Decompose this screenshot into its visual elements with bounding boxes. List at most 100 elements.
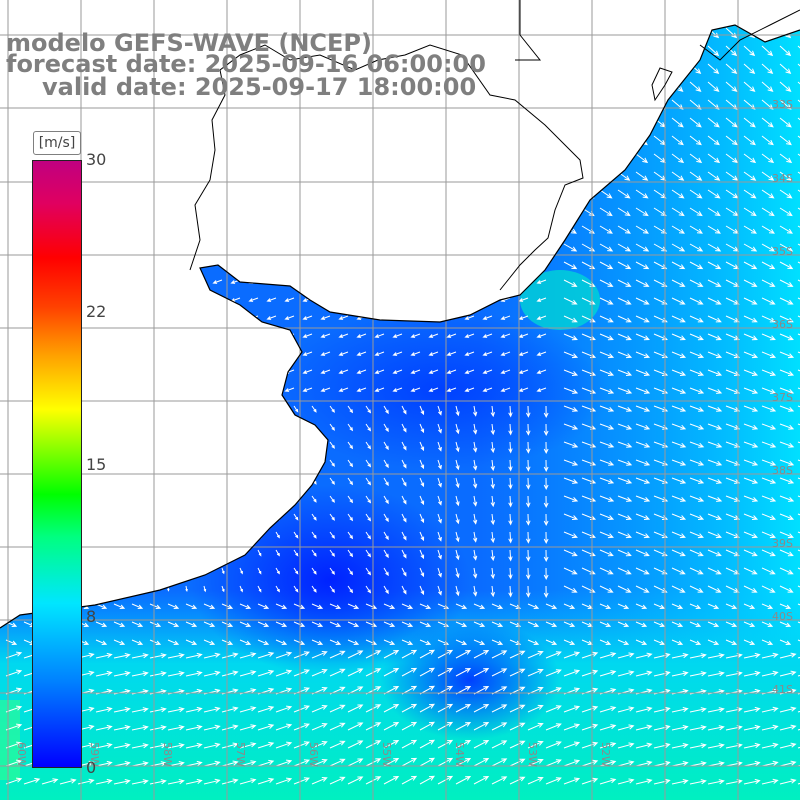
wind-arrow: [293, 567, 299, 575]
wind-arrow: [707, 45, 720, 57]
wind-arrow: [743, 333, 758, 341]
wind-arrow: [365, 423, 372, 432]
wind-arrow: [671, 297, 686, 305]
wind-arrow: [725, 369, 741, 376]
wind-arrow: [536, 315, 547, 320]
wind-arrow: [599, 423, 615, 430]
wind-arrow: [464, 333, 475, 338]
wind-arrow: [563, 261, 578, 270]
wind-arrow: [365, 531, 372, 540]
wind-arrow: [689, 743, 707, 749]
wind-arrow: [653, 621, 666, 627]
wind-arrow: [383, 513, 389, 523]
wind-arrow: [761, 603, 774, 609]
wind-arrow: [707, 549, 722, 557]
wind-arrow: [599, 369, 615, 376]
wind-arrow: [707, 225, 721, 234]
wind-arrow: [779, 567, 794, 575]
wind-arrow: [500, 315, 511, 320]
wind-arrow: [293, 723, 310, 731]
wind-arrow: [347, 441, 354, 450]
wind-arrow: [203, 742, 221, 749]
wind-arrow: [545, 639, 558, 645]
wind-arrow: [761, 333, 776, 341]
wind-arrow: [527, 603, 540, 609]
wind-arrow: [446, 369, 457, 374]
wind-arrow: [707, 743, 725, 749]
wind-arrow: [356, 369, 367, 374]
wind-arrow: [563, 297, 578, 305]
wind-arrow: [635, 513, 651, 520]
wind-arrow: [311, 777, 328, 785]
wind-arrow: [707, 459, 723, 466]
wind-arrow: [311, 651, 328, 659]
grid-labels: 33S 34S 35S 36S 37S 38S 39S 40S 41S 60W 59W 58W 57W 5…: [15, 98, 793, 767]
wind-arrow: [635, 706, 653, 713]
wind-arrow: [329, 441, 335, 449]
wind-arrow: [725, 585, 740, 593]
wind-arrow: [293, 531, 299, 539]
wind-arrow: [490, 549, 495, 562]
wind-arrow: [635, 477, 651, 484]
wind-arrow: [257, 723, 275, 731]
wind-arrow: [617, 567, 632, 575]
wind-arrow: [490, 495, 495, 508]
wind-arrow: [653, 706, 671, 713]
wind-arrow: [527, 639, 540, 645]
wind-arrow: [525, 531, 531, 544]
wind-arrow: [293, 777, 310, 785]
wind-arrow: [707, 135, 720, 146]
wind-arrow: [761, 315, 776, 323]
wind-arrow: [725, 603, 738, 609]
wind-arrow: [653, 207, 667, 217]
wind-arrow: [635, 724, 653, 731]
wind-arrow: [635, 778, 653, 785]
wind-arrow: [329, 639, 342, 645]
wind-arrow: [455, 567, 460, 579]
wind-arrow: [743, 567, 758, 575]
wind-arrow: [761, 279, 776, 287]
wind-arrow: [311, 621, 324, 627]
wind-arrow: [149, 603, 162, 609]
wind-arrow: [284, 297, 295, 302]
wind-arrow: [491, 704, 508, 713]
wind-arrow: [617, 279, 632, 287]
wind-arrow: [545, 723, 562, 731]
wind-arrow: [635, 652, 653, 659]
wind-arrow: [761, 261, 776, 270]
wind-arrow: [779, 670, 797, 677]
wind-arrow: [275, 639, 288, 645]
wind-arrow: [525, 495, 531, 508]
wind-arrow: [635, 333, 650, 341]
wind-arrow: [743, 369, 759, 376]
wind-arrow: [671, 761, 689, 767]
wind-arrow: [671, 513, 687, 520]
wind-arrow: [671, 135, 684, 146]
wind-arrow: [167, 725, 185, 731]
wind-arrow: [635, 279, 650, 287]
wind-arrow: [761, 706, 779, 713]
wind-arrow: [707, 725, 725, 731]
wind-arrow: [401, 567, 407, 577]
wind-arrow: [347, 423, 354, 432]
wind-arrow: [257, 585, 262, 593]
wind-arrow: [293, 513, 299, 521]
wind-arrow: [437, 495, 442, 506]
wind-arrow: [365, 513, 372, 522]
wind-arrow: [509, 776, 526, 785]
wind-arrow: [689, 225, 703, 234]
wind-arrow: [635, 207, 649, 217]
wind-arrow: [743, 477, 759, 484]
wind-arrow: [509, 621, 522, 627]
wind-arrow: [508, 477, 513, 490]
wind-arrow: [329, 722, 346, 731]
wind-arrow: [725, 531, 740, 539]
wind-arrow: [581, 705, 599, 713]
wind-arrow: [311, 759, 328, 767]
wind-arrow: [743, 652, 761, 659]
wind-arrow: [707, 297, 722, 305]
wind-arrow: [490, 477, 495, 490]
wind-arrow: [617, 225, 631, 234]
wind-arrow: [419, 721, 436, 731]
